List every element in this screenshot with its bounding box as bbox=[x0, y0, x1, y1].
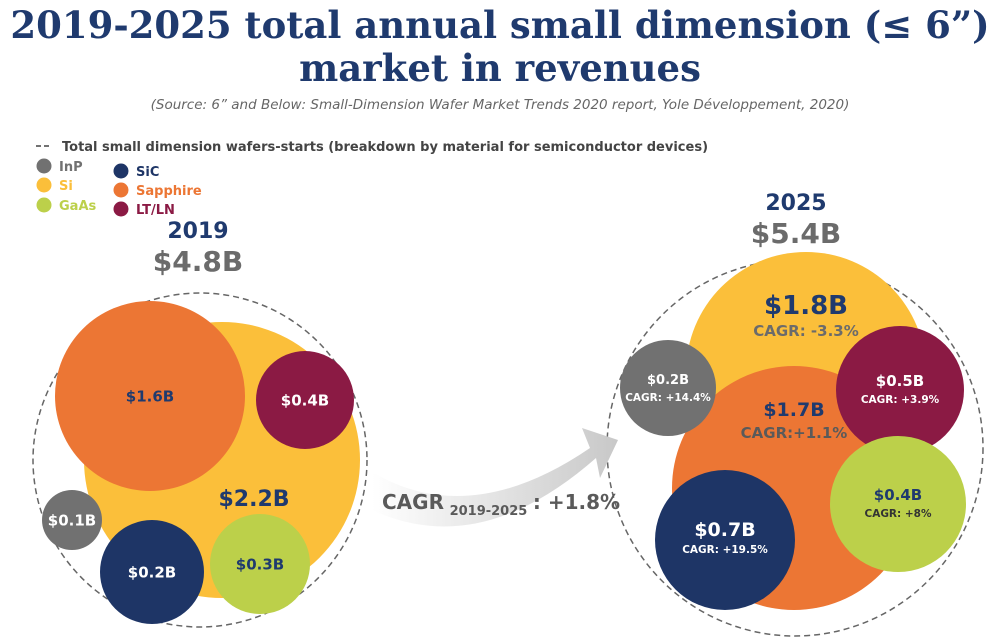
cagr-label-gaas-2025: CAGR: +8% bbox=[864, 508, 931, 520]
value-label-gaas-2019: $0.3B bbox=[236, 555, 284, 573]
overall-cagr: CAGR 2019-2025 : +1.8% bbox=[382, 490, 620, 519]
legend-label-si: Si bbox=[59, 179, 73, 194]
total-value-2025: $5.4B bbox=[751, 217, 841, 250]
bubble-gaas-2019 bbox=[210, 514, 310, 614]
cagr-label-inp-2025: CAGR: +14.4% bbox=[625, 392, 711, 404]
chart-title-line-2: market in revenues bbox=[299, 46, 701, 90]
legend: InP Si GaAs SiC Sapphire LT/LN bbox=[36, 158, 202, 218]
value-label-sapphire-2025: $1.7B bbox=[763, 399, 824, 421]
value-label-lt-ln-2025: $0.5B bbox=[876, 372, 924, 390]
overall-cagr-period: 2019-2025 bbox=[450, 504, 528, 519]
value-label-sic-2025: $0.7B bbox=[694, 519, 755, 541]
bubbles-layer bbox=[42, 252, 966, 624]
legend-label-gaas: GaAs bbox=[59, 199, 97, 214]
cagr-label-lt-ln-2025: CAGR: +3.9% bbox=[861, 394, 940, 406]
boundary-2019 bbox=[32, 292, 368, 628]
legend-label-inp: InP bbox=[59, 160, 83, 175]
cagr-label-si-2025: CAGR: -3.3% bbox=[753, 322, 859, 340]
value-label-gaas-2025: $0.4B bbox=[874, 486, 922, 504]
year-label-2019: 2019 bbox=[167, 219, 228, 244]
overall-cagr-prefix: CAGR bbox=[382, 490, 444, 514]
value-label-sapphire-2019: $1.6B bbox=[126, 387, 174, 405]
value-label-inp-2019: $0.1B bbox=[48, 511, 96, 529]
bubble-inp-2025 bbox=[620, 340, 716, 436]
value-label-si-2025: $1.8B bbox=[764, 291, 848, 321]
value-label-lt-ln-2019: $0.4B bbox=[281, 391, 329, 409]
bubble-gaas-2025 bbox=[830, 436, 966, 572]
overall-cagr-value: : +1.8% bbox=[533, 490, 620, 514]
legend-label-sapphire: Sapphire bbox=[136, 184, 202, 199]
legend-swatch-sapphire bbox=[113, 182, 129, 198]
value-label-inp-2025: $0.2B bbox=[647, 373, 689, 388]
bubble-sic-2019 bbox=[100, 520, 204, 624]
chart-title-line-1: 2019-2025 total annual small dimension (… bbox=[10, 3, 990, 47]
bubble-inp-2019 bbox=[42, 490, 102, 550]
legend-swatch-gaas bbox=[36, 197, 52, 213]
dashed-legend-label: Total small dimension wafers-starts (bre… bbox=[62, 140, 708, 155]
source-note: (Source: 6” and Below: Small-Dimension W… bbox=[150, 97, 850, 113]
cagr-label-sapphire-2025: CAGR:+1.1% bbox=[741, 424, 848, 442]
value-label-sic-2019: $0.2B bbox=[128, 563, 176, 581]
value-label-si-2019: $2.2B bbox=[218, 487, 289, 512]
cagr-label-sic-2025: CAGR: +19.5% bbox=[682, 544, 768, 556]
labels-layer: 2019$4.8B $2.2B $1.6B $0.4B $0.1B $0.2B $0.3B 2… bbox=[48, 191, 940, 581]
growth-arrow bbox=[372, 428, 618, 527]
legend-swatch-inp bbox=[36, 158, 52, 174]
legend-swatch-lt-ln bbox=[113, 201, 129, 217]
bubble-sic-2025 bbox=[655, 470, 795, 610]
legend-label-sic: SiC bbox=[136, 165, 159, 180]
bubble-lt-ln-2025 bbox=[836, 326, 964, 454]
total-value-2019: $4.8B bbox=[153, 245, 243, 278]
bubble-sapphire-2019 bbox=[55, 301, 245, 491]
year-label-2025: 2025 bbox=[765, 191, 826, 216]
bubble-lt-ln-2019 bbox=[256, 351, 354, 449]
legend-swatch-si bbox=[36, 177, 52, 193]
legend-swatch-sic bbox=[113, 163, 129, 179]
legend-label-lt-ln: LT/LN bbox=[136, 203, 175, 218]
